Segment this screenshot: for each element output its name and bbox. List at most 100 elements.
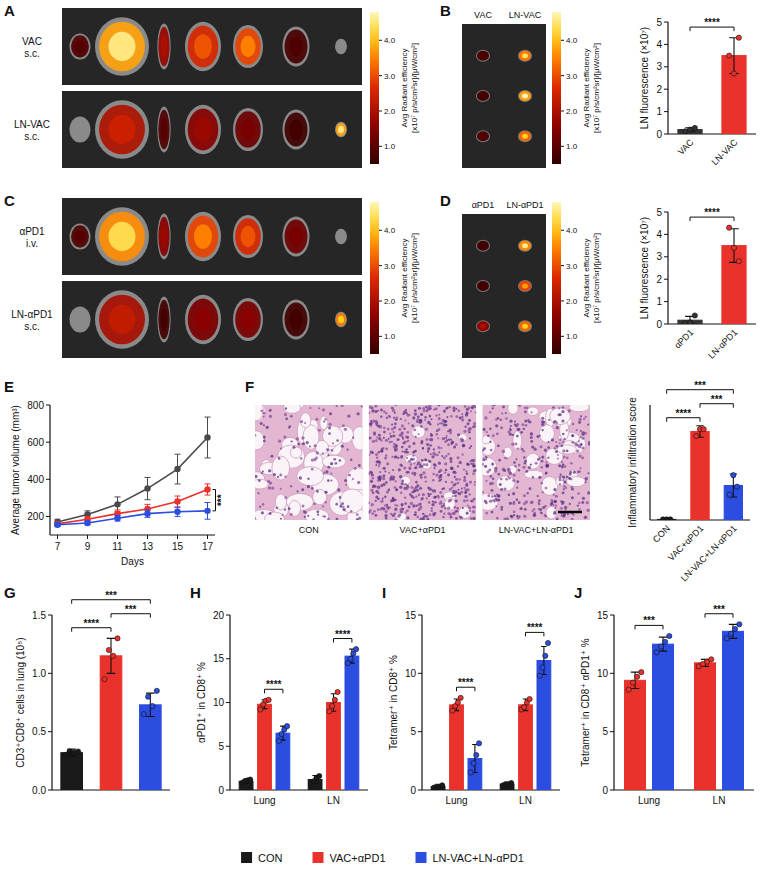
cell bbox=[450, 516, 453, 519]
cell bbox=[382, 507, 385, 510]
cell bbox=[375, 500, 377, 502]
cell bbox=[471, 459, 474, 462]
cell bbox=[500, 419, 502, 421]
cell bbox=[536, 435, 539, 438]
x-tick-label: CON bbox=[651, 523, 672, 544]
cell bbox=[335, 503, 338, 506]
cell bbox=[383, 431, 386, 434]
cell bbox=[525, 500, 528, 503]
cell bbox=[371, 409, 374, 412]
colorbar-tick bbox=[379, 265, 382, 266]
alveolus bbox=[275, 494, 286, 510]
cell bbox=[553, 488, 556, 491]
cell bbox=[454, 506, 457, 509]
alveolus bbox=[316, 440, 329, 454]
cell bbox=[392, 498, 395, 501]
y-tick bbox=[664, 212, 668, 213]
cell bbox=[581, 443, 583, 445]
cell bbox=[580, 467, 582, 469]
cell bbox=[500, 488, 503, 491]
cell bbox=[372, 452, 374, 454]
error-bar bbox=[659, 637, 667, 651]
cell bbox=[474, 484, 476, 486]
cell bbox=[290, 485, 293, 488]
cell bbox=[440, 474, 442, 476]
data-point bbox=[335, 689, 340, 694]
x-tick-label: LN-VAC bbox=[709, 137, 739, 167]
cell bbox=[387, 428, 390, 431]
cell bbox=[448, 406, 450, 408]
cell bbox=[578, 418, 581, 421]
fluorescence-core bbox=[522, 243, 528, 248]
y-axis-title: Tetramer⁺ in CD8⁺ αPD1⁺ % bbox=[580, 638, 591, 766]
cell bbox=[457, 507, 459, 509]
cell bbox=[454, 476, 456, 478]
cell bbox=[535, 462, 538, 465]
error-bar bbox=[115, 516, 121, 522]
alveolus bbox=[459, 507, 471, 519]
cell bbox=[584, 516, 587, 519]
cell bbox=[519, 405, 521, 407]
cell bbox=[573, 471, 576, 474]
cell bbox=[491, 495, 493, 497]
cell bbox=[277, 476, 279, 478]
cell bbox=[557, 458, 559, 460]
cell bbox=[450, 467, 453, 470]
cell bbox=[555, 441, 557, 443]
cell bbox=[422, 471, 425, 474]
cell bbox=[562, 406, 564, 408]
cell bbox=[422, 407, 425, 410]
cell bbox=[311, 468, 314, 471]
cell bbox=[424, 419, 426, 421]
cell bbox=[523, 456, 525, 458]
error-bar bbox=[175, 507, 181, 516]
data-point bbox=[737, 622, 742, 627]
cell bbox=[502, 406, 505, 409]
data-point bbox=[106, 647, 111, 652]
organ bbox=[335, 39, 347, 54]
cell bbox=[406, 431, 409, 434]
cell bbox=[515, 458, 517, 460]
cell bbox=[405, 511, 407, 513]
y-tick bbox=[664, 89, 668, 90]
cell bbox=[562, 515, 565, 518]
fluorescence-core bbox=[161, 118, 168, 141]
cell bbox=[530, 436, 533, 439]
colorbar-label: [x10⁷ p/s/cm²sr]/[μW/cm²] bbox=[592, 43, 601, 133]
fluorescence bbox=[519, 241, 531, 251]
cell bbox=[372, 477, 375, 480]
cell bbox=[385, 517, 388, 520]
cell bbox=[322, 408, 325, 411]
cell bbox=[434, 464, 437, 467]
cell bbox=[571, 486, 574, 489]
cell bbox=[266, 426, 269, 429]
cell bbox=[330, 473, 332, 475]
cell bbox=[411, 424, 414, 427]
cell bbox=[585, 479, 587, 481]
cell bbox=[451, 441, 454, 444]
alveolus bbox=[482, 435, 491, 443]
cell bbox=[393, 435, 396, 438]
cell bbox=[425, 428, 428, 431]
cell bbox=[406, 485, 409, 488]
cell bbox=[516, 515, 518, 517]
cell bbox=[530, 432, 533, 435]
cell bbox=[439, 491, 442, 494]
cell bbox=[290, 415, 292, 417]
fluorescence bbox=[99, 212, 145, 262]
cell bbox=[402, 436, 404, 438]
cell bbox=[413, 490, 416, 493]
cell bbox=[307, 478, 309, 480]
colorbar-label: Avg Radiant efficiency bbox=[582, 49, 591, 128]
cell bbox=[473, 422, 476, 425]
y-tick bbox=[418, 731, 422, 732]
cell bbox=[380, 484, 383, 487]
fluorescence bbox=[477, 131, 489, 141]
cell bbox=[446, 435, 448, 437]
cell bbox=[555, 450, 558, 453]
cell bbox=[378, 451, 380, 453]
marker bbox=[114, 515, 120, 521]
cell bbox=[473, 506, 476, 509]
cell bbox=[545, 461, 547, 463]
cell bbox=[382, 447, 384, 449]
